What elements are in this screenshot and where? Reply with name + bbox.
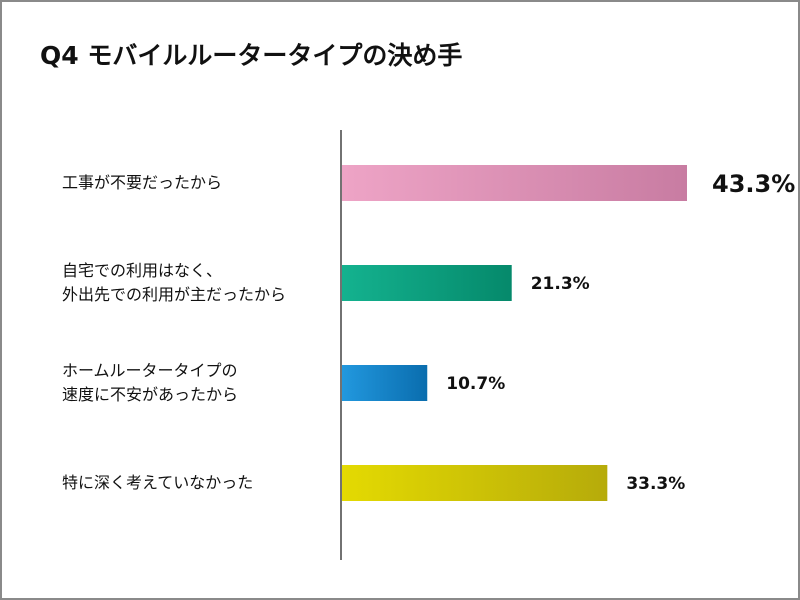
bar-3 xyxy=(342,365,428,401)
value-label-3: 10.7% xyxy=(446,374,505,394)
category-label-3: ホームルータータイプの 速度に不安があったから xyxy=(62,361,239,404)
value-label-2: 21.3% xyxy=(531,274,590,294)
bar-2 xyxy=(342,265,512,301)
category-label-4: 特に深く考えていなかった xyxy=(62,473,254,492)
bar-4 xyxy=(342,465,608,501)
value-label-4: 33.3% xyxy=(626,474,685,494)
category-label-1: 工事が不要だったから xyxy=(62,173,223,192)
bar-1 xyxy=(342,165,687,201)
chart-title: Q4 モバイルルータータイプの決め手 xyxy=(40,41,463,70)
value-label-1: 43.3% xyxy=(712,170,795,198)
category-label-2: 自宅での利用はなく、 外出先での利用が主だったから xyxy=(62,261,287,304)
